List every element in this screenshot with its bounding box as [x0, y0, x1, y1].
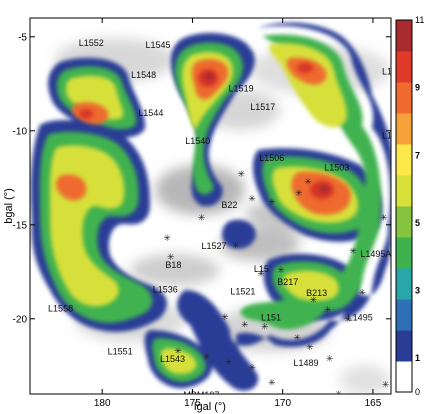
- colorbar-tick-label: 11: [415, 15, 424, 25]
- cloud-label: L1503: [324, 162, 349, 172]
- yso-marker: ✳: [174, 347, 182, 357]
- yso-marker: ✳: [232, 241, 240, 251]
- colorbar-tick-label: 3: [415, 286, 420, 296]
- yso-marker: ✳: [349, 247, 357, 257]
- yso-marker: ✳: [261, 322, 269, 332]
- cloud-labels: L1552 L1545 L1548 L1544 L1540 L1519 L1517 L1506…: [48, 38, 407, 400]
- yso-marker: ✳: [293, 334, 301, 344]
- cloud-label: L1459: [382, 66, 407, 76]
- plot-frame: [29, 17, 392, 395]
- y-tick-label: -15: [13, 220, 28, 231]
- cloud-label: L1543: [160, 354, 185, 364]
- cloud-label: L1540: [185, 136, 210, 146]
- yso-marker: ✳: [268, 198, 276, 208]
- colorbar: [395, 19, 413, 393]
- map-layer: ✳ ✳ ✳ ✳ ✳ ✳ ✳ ✳ ✳ ✳ ✳ ✳ ✳ ✳ ✳ ✳ ✳ ✳ ✳ ✳ ✳ ✳ ✳ ✳ ✳ ✳ ✳ ✳ ✳ ✳ L1552 L154…: [30, 22, 407, 400]
- yso-marker: ✳: [310, 296, 318, 306]
- colorbar-tick-label: 9: [415, 83, 420, 93]
- yso-marker: ✳: [257, 270, 265, 280]
- colorbar-segment: [396, 330, 412, 362]
- yso-marker: ✳: [324, 305, 332, 315]
- cloud-label: L1536: [153, 284, 178, 294]
- cloud-label: B22: [221, 200, 237, 210]
- extinction-level-11: [204, 73, 329, 193]
- cloud-label: L1551: [108, 347, 133, 357]
- x-axis-label: lgal (°): [194, 401, 226, 413]
- cloud-label: MBM107: [183, 390, 219, 400]
- cloud-label: L1545: [146, 40, 171, 50]
- cloud-label: L15: [254, 264, 269, 274]
- y-tick-label: -20: [13, 314, 28, 325]
- cloud-label: L1519: [229, 83, 254, 93]
- colorbar-tick-label: 1: [415, 353, 420, 363]
- yso-marker: ✳: [326, 354, 334, 364]
- yso-markers: ✳ ✳ ✳ ✳ ✳ ✳ ✳ ✳ ✳ ✳ ✳ ✳ ✳ ✳ ✳ ✳ ✳ ✳ ✳ ✳ ✳ ✳ ✳ ✳ ✳ ✳ ✳ ✳ ✳ ✳: [163, 170, 390, 400]
- y-tick-label: -10: [13, 126, 28, 137]
- cloud-label: B213: [306, 288, 327, 298]
- cloud-label: L1527: [201, 241, 226, 251]
- yso-marker: ✳: [163, 234, 171, 244]
- cloud-label: L1495: [348, 313, 373, 323]
- colorbar-segment: [396, 237, 412, 269]
- colorbar-segment: [396, 175, 412, 207]
- yso-marker: ✳: [241, 320, 249, 330]
- y-axis-ticks: -5 -10 -15 -20: [13, 32, 391, 325]
- colorbar-segment: [396, 51, 412, 83]
- x-tick-label: 165: [365, 398, 382, 409]
- colorbar-segment: [396, 82, 412, 114]
- yso-marker: ✳: [198, 213, 206, 223]
- cloud-label: L1544: [138, 108, 163, 118]
- cloud-label: L1517: [250, 102, 275, 112]
- yso-marker: ✳: [382, 381, 390, 391]
- yso-marker: ✳: [380, 213, 388, 223]
- colorbar-segment: [396, 268, 412, 300]
- x-tick-label: 180: [94, 398, 111, 409]
- cloud-label: L1558: [48, 303, 73, 313]
- yso-marker: ✳: [304, 178, 312, 188]
- cloud-label: L1506: [259, 153, 284, 163]
- yso-marker: ✳: [268, 379, 276, 389]
- yso-marker: ✳: [225, 358, 233, 368]
- colorbar-tick-label: 7: [415, 150, 420, 160]
- yso-marker: ✳: [277, 266, 285, 276]
- cloud-label: L151: [261, 313, 281, 323]
- cloud-label: B217: [277, 277, 298, 287]
- cloud-label: L1548: [131, 70, 156, 80]
- yso-marker: ✳: [248, 364, 256, 374]
- yso-marker: ✳: [167, 253, 175, 263]
- yso-marker: ✳: [295, 189, 303, 199]
- colorbar-segment: [396, 144, 412, 176]
- colorbar-segment: [396, 361, 412, 393]
- colorbar-labels: 0 1 3 5 7 9 11: [415, 15, 424, 397]
- colorbar-segment: [396, 113, 412, 145]
- x-tick-label: 170: [274, 398, 291, 409]
- yso-marker: ✳: [335, 390, 343, 400]
- colorbar-segment: [396, 20, 412, 52]
- colorbar-tick-label: 0: [415, 387, 420, 397]
- cloud-label: L1521: [230, 286, 255, 296]
- x-tick-label: 175: [184, 398, 201, 409]
- cloud-label: L1552: [79, 38, 104, 48]
- y-tick-label: -5: [18, 32, 27, 43]
- yso-marker: ✳: [237, 170, 245, 180]
- yso-marker: ✳: [221, 313, 229, 323]
- cloud-label: L1462: [382, 130, 407, 140]
- colorbar-tick-label: 5: [415, 218, 420, 228]
- y-axis-label: bgal (°): [3, 188, 15, 224]
- yso-marker: ✳: [344, 315, 352, 325]
- yso-marker: ✳: [203, 352, 211, 362]
- x-axis-ticks: 180 175 170 165: [94, 18, 382, 409]
- colorbar-segment: [396, 206, 412, 238]
- cloud-label: B18: [165, 260, 181, 270]
- cloud-label: L1489: [294, 358, 319, 368]
- yso-marker: ✳: [248, 194, 256, 204]
- cloud-label: L1495A: [360, 249, 391, 259]
- yso-marker: ✳: [306, 343, 314, 353]
- colorbar-segment: [396, 299, 412, 331]
- colorbar-frame: [395, 19, 413, 393]
- yso-marker: ✳: [358, 288, 366, 298]
